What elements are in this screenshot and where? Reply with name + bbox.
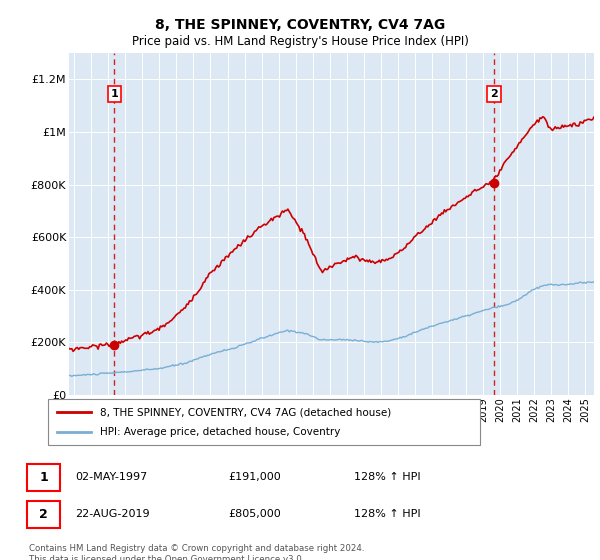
Text: 8, THE SPINNEY, COVENTRY, CV4 7AG (detached house): 8, THE SPINNEY, COVENTRY, CV4 7AG (detac… [100, 407, 391, 417]
Text: 2: 2 [39, 507, 48, 521]
Text: £191,000: £191,000 [228, 472, 281, 482]
Text: HPI: Average price, detached house, Coventry: HPI: Average price, detached house, Cove… [100, 427, 340, 437]
Text: Price paid vs. HM Land Registry's House Price Index (HPI): Price paid vs. HM Land Registry's House … [131, 35, 469, 49]
Text: 22-AUG-2019: 22-AUG-2019 [75, 509, 149, 519]
Text: 1: 1 [110, 89, 118, 99]
Text: 8, THE SPINNEY, COVENTRY, CV4 7AG: 8, THE SPINNEY, COVENTRY, CV4 7AG [155, 18, 445, 32]
Text: 2: 2 [490, 89, 498, 99]
Text: 1: 1 [39, 470, 48, 484]
Text: 02-MAY-1997: 02-MAY-1997 [75, 472, 147, 482]
Text: £805,000: £805,000 [228, 509, 281, 519]
Text: 128% ↑ HPI: 128% ↑ HPI [354, 509, 421, 519]
Text: 128% ↑ HPI: 128% ↑ HPI [354, 472, 421, 482]
Text: Contains HM Land Registry data © Crown copyright and database right 2024.
This d: Contains HM Land Registry data © Crown c… [29, 544, 364, 560]
FancyBboxPatch shape [48, 399, 480, 445]
